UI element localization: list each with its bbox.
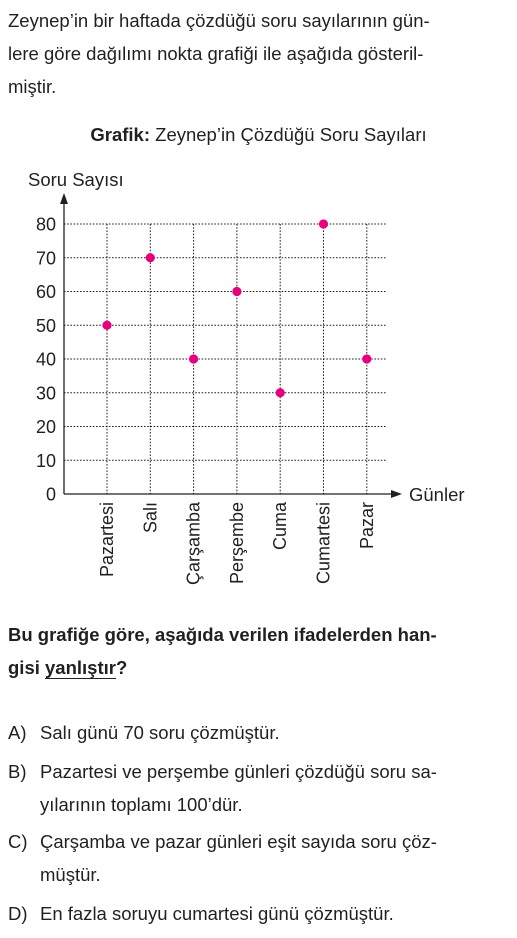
y-tick-label-10: 10 bbox=[36, 451, 56, 471]
chart-title-text: Zeynep’in Çözdüğü Soru Sayıları bbox=[155, 124, 427, 145]
x-axis-arrow bbox=[391, 490, 402, 498]
y-axis-label: Soru Sayısı bbox=[28, 169, 124, 190]
option-a-letter: A) bbox=[8, 722, 27, 743]
x-tick-label-5: Cumartesi bbox=[314, 502, 334, 584]
question-mark: ? bbox=[115, 657, 128, 678]
y-tick-label-50: 50 bbox=[36, 316, 56, 336]
x-tick-label-6: Pazar bbox=[357, 502, 377, 549]
option-b-letter: B) bbox=[8, 761, 27, 782]
option-b-text-line-1: Pazartesi ve perşembe günleri çözdüğü so… bbox=[40, 761, 437, 782]
data-point-6 bbox=[362, 354, 372, 364]
question-text: Bu grafiğe göre, aşağıda verilen ifadele… bbox=[8, 618, 513, 684]
option-d-letter: D) bbox=[8, 903, 28, 924]
intro-line-3: miştir. bbox=[8, 76, 57, 97]
intro-line-1: Zeynep’in bir haftada çözdüğü soru sayıl… bbox=[8, 10, 430, 31]
dot-chart: 0 10 20 30 40 50 60 70 80 Soru Sayısı Günler Pazart… bbox=[28, 169, 465, 585]
y-tick-label-30: 30 bbox=[36, 383, 56, 403]
x-tick-label-2: Çarşamba bbox=[184, 501, 204, 585]
option-a[interactable]: A) Salı günü 70 soru çözmüştür. bbox=[8, 716, 513, 749]
option-d[interactable]: D) En fazla soruyu cumartesi günü çözmüş… bbox=[8, 897, 513, 930]
data-point-0 bbox=[102, 320, 112, 330]
y-tick-label-20: 20 bbox=[36, 417, 56, 437]
option-b[interactable]: B) Pazartesi ve perşembe günleri çözdüğü… bbox=[8, 755, 513, 815]
chart-title: Grafik: Zeynep’in Çözdüğü Soru Sayıları bbox=[0, 124, 517, 146]
y-tick-label-40: 40 bbox=[36, 350, 56, 370]
option-c-text-line-1: Çarşamba ve pazar günleri eşit sayıda so… bbox=[40, 831, 437, 852]
intro-text: Zeynep’in bir haftada çözdüğü soru sayıl… bbox=[8, 4, 513, 103]
intro-line-2: lere göre dağılımı nokta grafiği ile aşa… bbox=[8, 43, 424, 64]
question-part-2: gisi bbox=[8, 657, 40, 678]
y-tick-label-60: 60 bbox=[36, 282, 56, 302]
option-c[interactable]: C) Çarşamba ve pazar günleri eşit sayıda… bbox=[8, 825, 513, 885]
x-tick-label-0: Pazartesi bbox=[97, 502, 117, 577]
y-tick-label-80: 80 bbox=[36, 215, 56, 235]
chart-title-prefix: Grafik: bbox=[90, 124, 150, 145]
data-point-4 bbox=[275, 388, 285, 398]
option-c-letter: C) bbox=[8, 831, 28, 852]
x-tick-label-1: Salı bbox=[140, 502, 160, 533]
y-tick-label-70: 70 bbox=[36, 248, 56, 268]
x-axis-label: Günler bbox=[409, 484, 465, 505]
question-underlined-word: yanlıştır bbox=[45, 657, 116, 678]
option-b-text-line-2: yılarının toplamı 100’dür. bbox=[40, 794, 243, 815]
y-axis-arrow bbox=[60, 193, 68, 204]
data-point-5 bbox=[318, 219, 329, 229]
data-point-1 bbox=[145, 253, 155, 263]
x-tick-label-4: Cuma bbox=[270, 501, 290, 550]
option-c-text-line-2: müştür. bbox=[40, 864, 101, 885]
y-tick-label-0: 0 bbox=[46, 485, 56, 505]
x-tick-label-3: Perşembe bbox=[227, 502, 247, 584]
question-part-1: Bu grafiğe göre, aşağıda verilen ifadele… bbox=[8, 624, 437, 645]
option-d-text: En fazla soruyu cumartesi günü çözmüştür… bbox=[40, 903, 394, 924]
data-point-2 bbox=[189, 354, 199, 364]
option-a-text: Salı günü 70 soru çözmüştür. bbox=[40, 722, 280, 743]
data-point-3 bbox=[232, 286, 242, 297]
